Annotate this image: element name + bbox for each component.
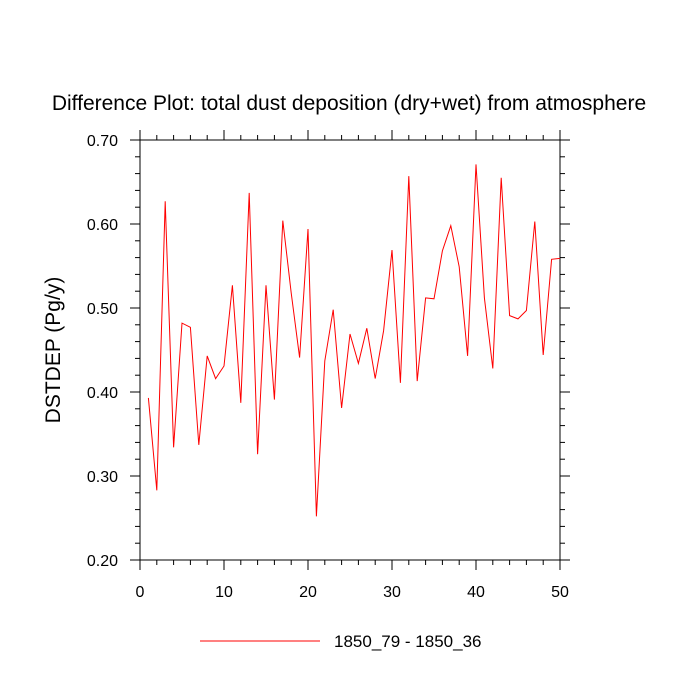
y-tick-label: 0.30: [87, 469, 118, 486]
major-ticks: [130, 130, 570, 570]
plot-frame: [139, 139, 561, 561]
x-tick-label: 20: [299, 584, 317, 601]
plot-border: [139, 139, 561, 561]
y-tick-label: 0.50: [87, 301, 118, 318]
y-tick-label: 0.60: [87, 217, 118, 234]
y-tick-label: 0.70: [87, 133, 118, 150]
legend-label: 1850_79 - 1850_36: [334, 632, 481, 651]
y-axis-label: DSTDEP (Pg/y): [42, 277, 65, 424]
y-tick-labels: 0.20 0.30 0.40 0.50 0.60 0.70: [87, 133, 118, 570]
legend: 1850_79 - 1850_36: [200, 632, 481, 651]
y-tick-label: 0.40: [87, 385, 118, 402]
x-tick-labels: 0 10 20 30 40 50: [136, 584, 569, 601]
x-tick-label: 0: [136, 584, 145, 601]
x-tick-label: 50: [551, 584, 569, 601]
series-line: [147, 164, 561, 517]
x-tick-label: 30: [383, 584, 401, 601]
y-tick-label: 0.20: [87, 553, 118, 570]
chart-title: Difference Plot: total dust deposition (…: [52, 92, 646, 115]
x-tick-label: 10: [215, 584, 233, 601]
x-tick-label: 40: [467, 584, 485, 601]
minor-ticks: [135, 135, 565, 565]
series-group: [147, 164, 561, 517]
